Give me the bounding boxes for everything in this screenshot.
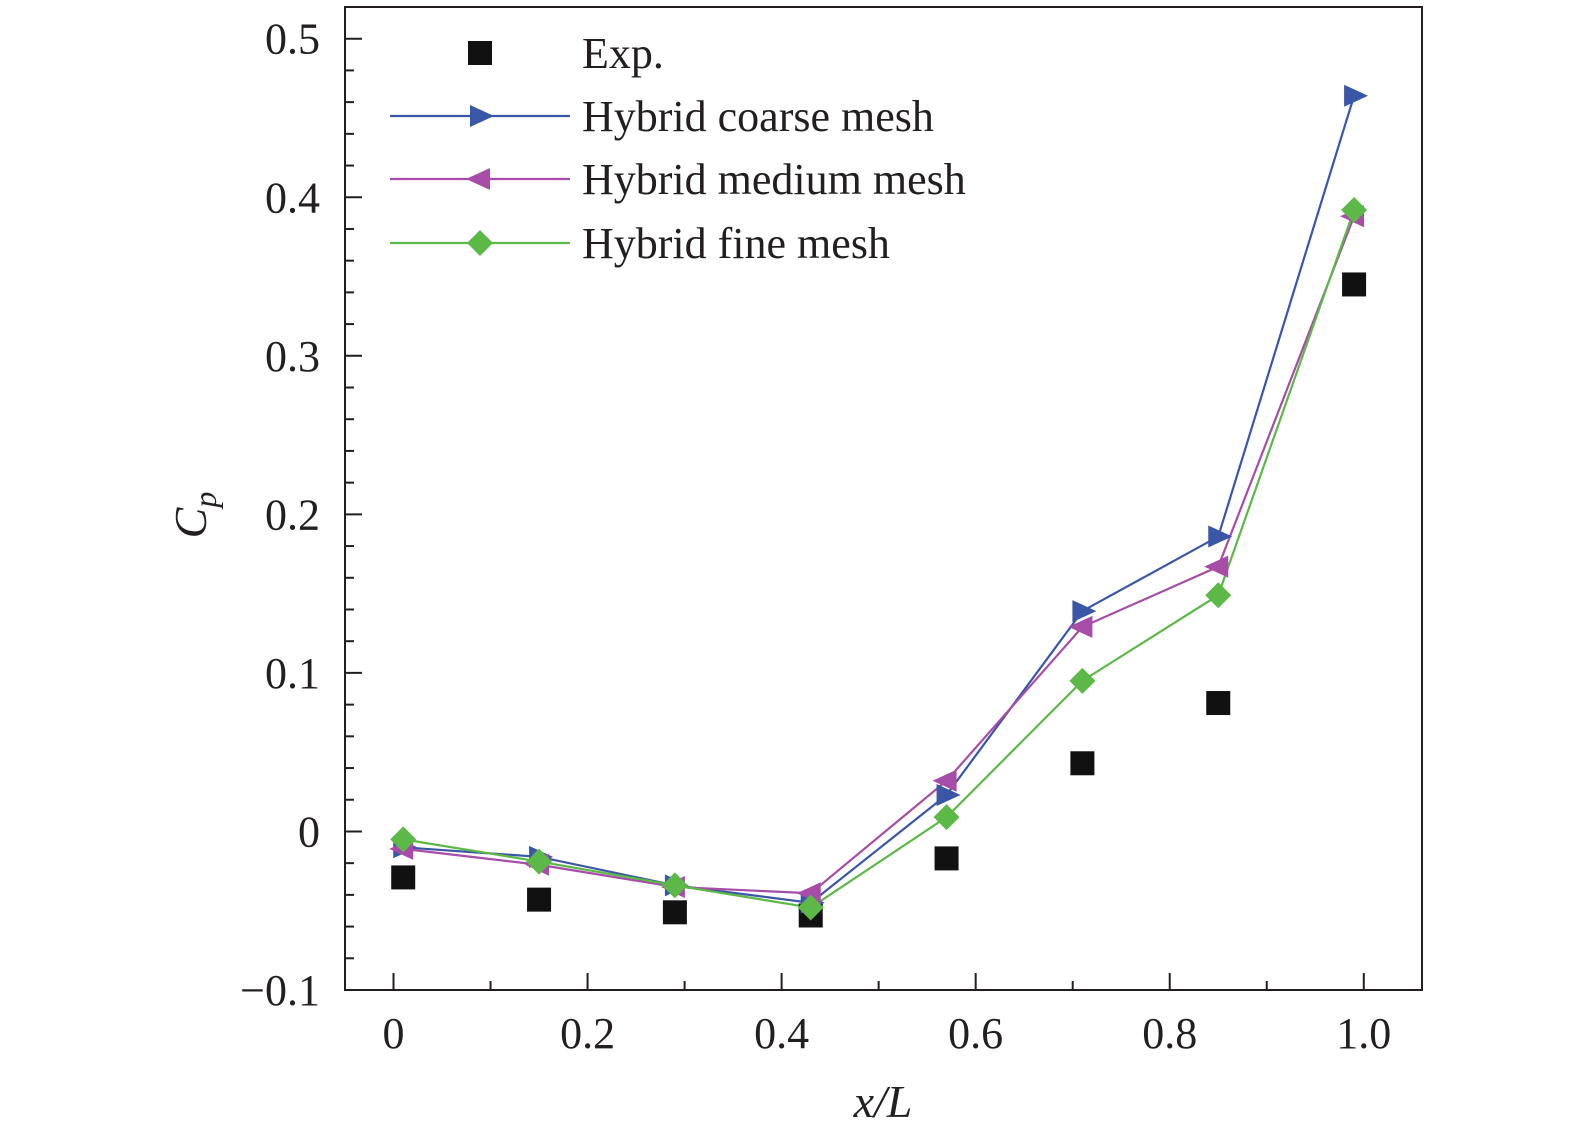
legend-marker-hybrid-fine-mesh xyxy=(467,230,493,256)
legend-marker-exp xyxy=(468,41,492,65)
x-tick-label: 0.8 xyxy=(1142,1009,1197,1058)
x-axis-title: x/L xyxy=(853,1076,913,1127)
data-point-hybrid-fine-mesh xyxy=(1341,196,1368,223)
y-tick-label: 0 xyxy=(298,807,320,856)
data-point-exp xyxy=(662,900,687,925)
legend-marker-hybrid-coarse-mesh xyxy=(470,105,494,127)
series-line-hybrid-medium-mesh xyxy=(403,215,1356,895)
tick-labels: 0 0.2 0.4 0.6 0.8 1.0 −0.1 0 0.1 0.2 0.3 0.4 0.5 xyxy=(240,15,1391,1058)
x-tick-label: 0.4 xyxy=(754,1009,809,1058)
data-point-exp xyxy=(1342,272,1367,297)
y-tick-label: 0.2 xyxy=(265,490,320,539)
y-tick-label: 0.3 xyxy=(265,332,320,381)
x-tick-label: 0 xyxy=(383,1009,405,1058)
series-lines xyxy=(403,95,1356,909)
data-point-hybrid-fine-mesh xyxy=(1069,667,1096,694)
series-line-hybrid-coarse-mesh xyxy=(403,95,1356,904)
legend-label-hybrid-medium-mesh: Hybrid medium mesh xyxy=(582,155,966,204)
x-tick-label: 0.2 xyxy=(560,1009,615,1058)
data-point-hybrid-coarse-mesh xyxy=(1072,600,1097,623)
legend-label-hybrid-fine-mesh: Hybrid fine mesh xyxy=(582,219,890,268)
data-point-hybrid-coarse-mesh xyxy=(936,783,961,806)
x-tick-label: 1.0 xyxy=(1336,1009,1391,1058)
data-point-hybrid-medium-mesh xyxy=(1204,555,1229,578)
series-line-hybrid-fine-mesh xyxy=(403,209,1356,909)
data-point-hybrid-fine-mesh xyxy=(661,872,688,899)
data-point-exp xyxy=(527,887,552,912)
y-tick-label: 0.1 xyxy=(265,649,320,698)
data-point-hybrid-fine-mesh xyxy=(933,804,960,831)
x-tick-label: 0.6 xyxy=(948,1009,1003,1058)
series-markers xyxy=(389,84,1369,928)
y-tick-label: 0.5 xyxy=(265,15,320,64)
y-tick-label: 0.4 xyxy=(265,173,320,222)
minor-ticks xyxy=(345,6,1268,990)
legend-marker-hybrid-medium-mesh xyxy=(466,168,490,190)
data-point-hybrid-medium-mesh xyxy=(932,769,957,792)
data-point-hybrid-coarse-mesh xyxy=(1344,84,1369,107)
data-point-exp xyxy=(1070,751,1095,776)
data-point-exp xyxy=(391,865,416,890)
data-point-hybrid-medium-mesh xyxy=(1068,615,1093,638)
legend-label-hybrid-coarse-mesh: Hybrid coarse mesh xyxy=(582,92,934,141)
data-point-hybrid-fine-mesh xyxy=(390,826,417,853)
y-axis-title-main: C xyxy=(165,506,216,538)
data-point-exp xyxy=(1206,691,1231,716)
data-point-hybrid-coarse-mesh xyxy=(1208,525,1233,548)
data-point-hybrid-fine-mesh xyxy=(797,894,824,921)
y-tick-label: −0.1 xyxy=(240,966,320,1015)
y-axis-title-sub: p xyxy=(187,492,223,510)
data-point-hybrid-fine-mesh xyxy=(526,848,553,875)
y-axis-title: Cp xyxy=(165,492,223,539)
data-point-hybrid-fine-mesh xyxy=(1205,582,1232,609)
legend-label-exp: Exp. xyxy=(582,29,664,78)
data-point-exp xyxy=(934,846,959,871)
plot-frame xyxy=(344,6,1423,991)
legend: Exp. Hybrid coarse mesh Hybrid medium mesh… xyxy=(390,29,966,268)
